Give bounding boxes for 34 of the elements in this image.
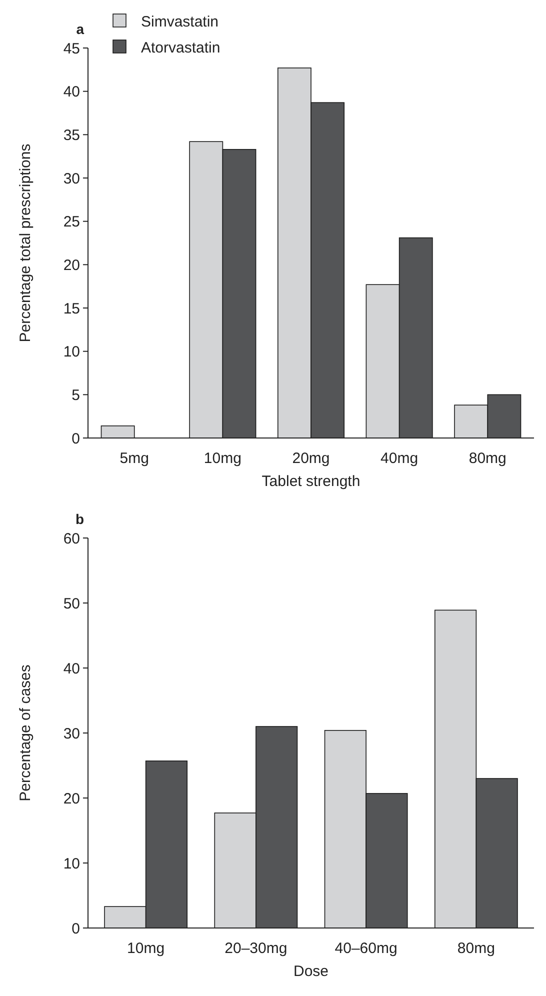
y-tick-label: 30	[63, 170, 80, 188]
y-tick-label: 10	[63, 344, 80, 361]
y-tick-label: 10	[63, 855, 80, 872]
y-tick-label: 0	[72, 430, 80, 448]
y-tick-label: 15	[63, 300, 80, 318]
x-tick-label: 20–30mg	[224, 940, 288, 957]
x-tick-label: 80mg	[468, 450, 506, 467]
x-tick-label: 40mg	[380, 450, 418, 467]
chart-title: a	[76, 21, 84, 37]
y-tick-label: 0	[72, 920, 80, 938]
x-tick-label: 10mg	[204, 450, 242, 467]
x-axis-title: Tablet strength	[262, 473, 360, 490]
y-tick-label: 40	[63, 660, 80, 678]
chart-title: b	[75, 511, 84, 527]
x-axis-title: Dose	[293, 963, 329, 980]
y-tick-label: 50	[63, 595, 80, 612]
y-tick-label: 40	[63, 84, 80, 101]
x-tick-label: 20mg	[292, 450, 330, 467]
x-tick-label: 40–60mg	[334, 940, 398, 957]
y-tick-label: 20	[63, 256, 80, 274]
y-tick-label: 5	[72, 386, 80, 404]
y-axis-title: Percentage of cases	[17, 664, 34, 802]
y-tick-label: 25	[63, 214, 80, 231]
y-tick-label: 30	[63, 725, 80, 742]
y-axis-title: Percentage total prescriptions	[17, 144, 34, 342]
x-tick-label: 80mg	[457, 940, 495, 957]
y-tick-label: 60	[63, 530, 80, 548]
legend-label: Simvastatin	[141, 13, 219, 30]
legend-label: Atorvastatin	[141, 39, 220, 56]
y-tick-label: 45	[63, 40, 80, 58]
y-tick-label: 20	[63, 790, 80, 808]
y-tick-label: 35	[63, 126, 80, 144]
x-tick-label: 10mg	[127, 940, 165, 957]
x-tick-label: 5mg	[120, 450, 149, 467]
